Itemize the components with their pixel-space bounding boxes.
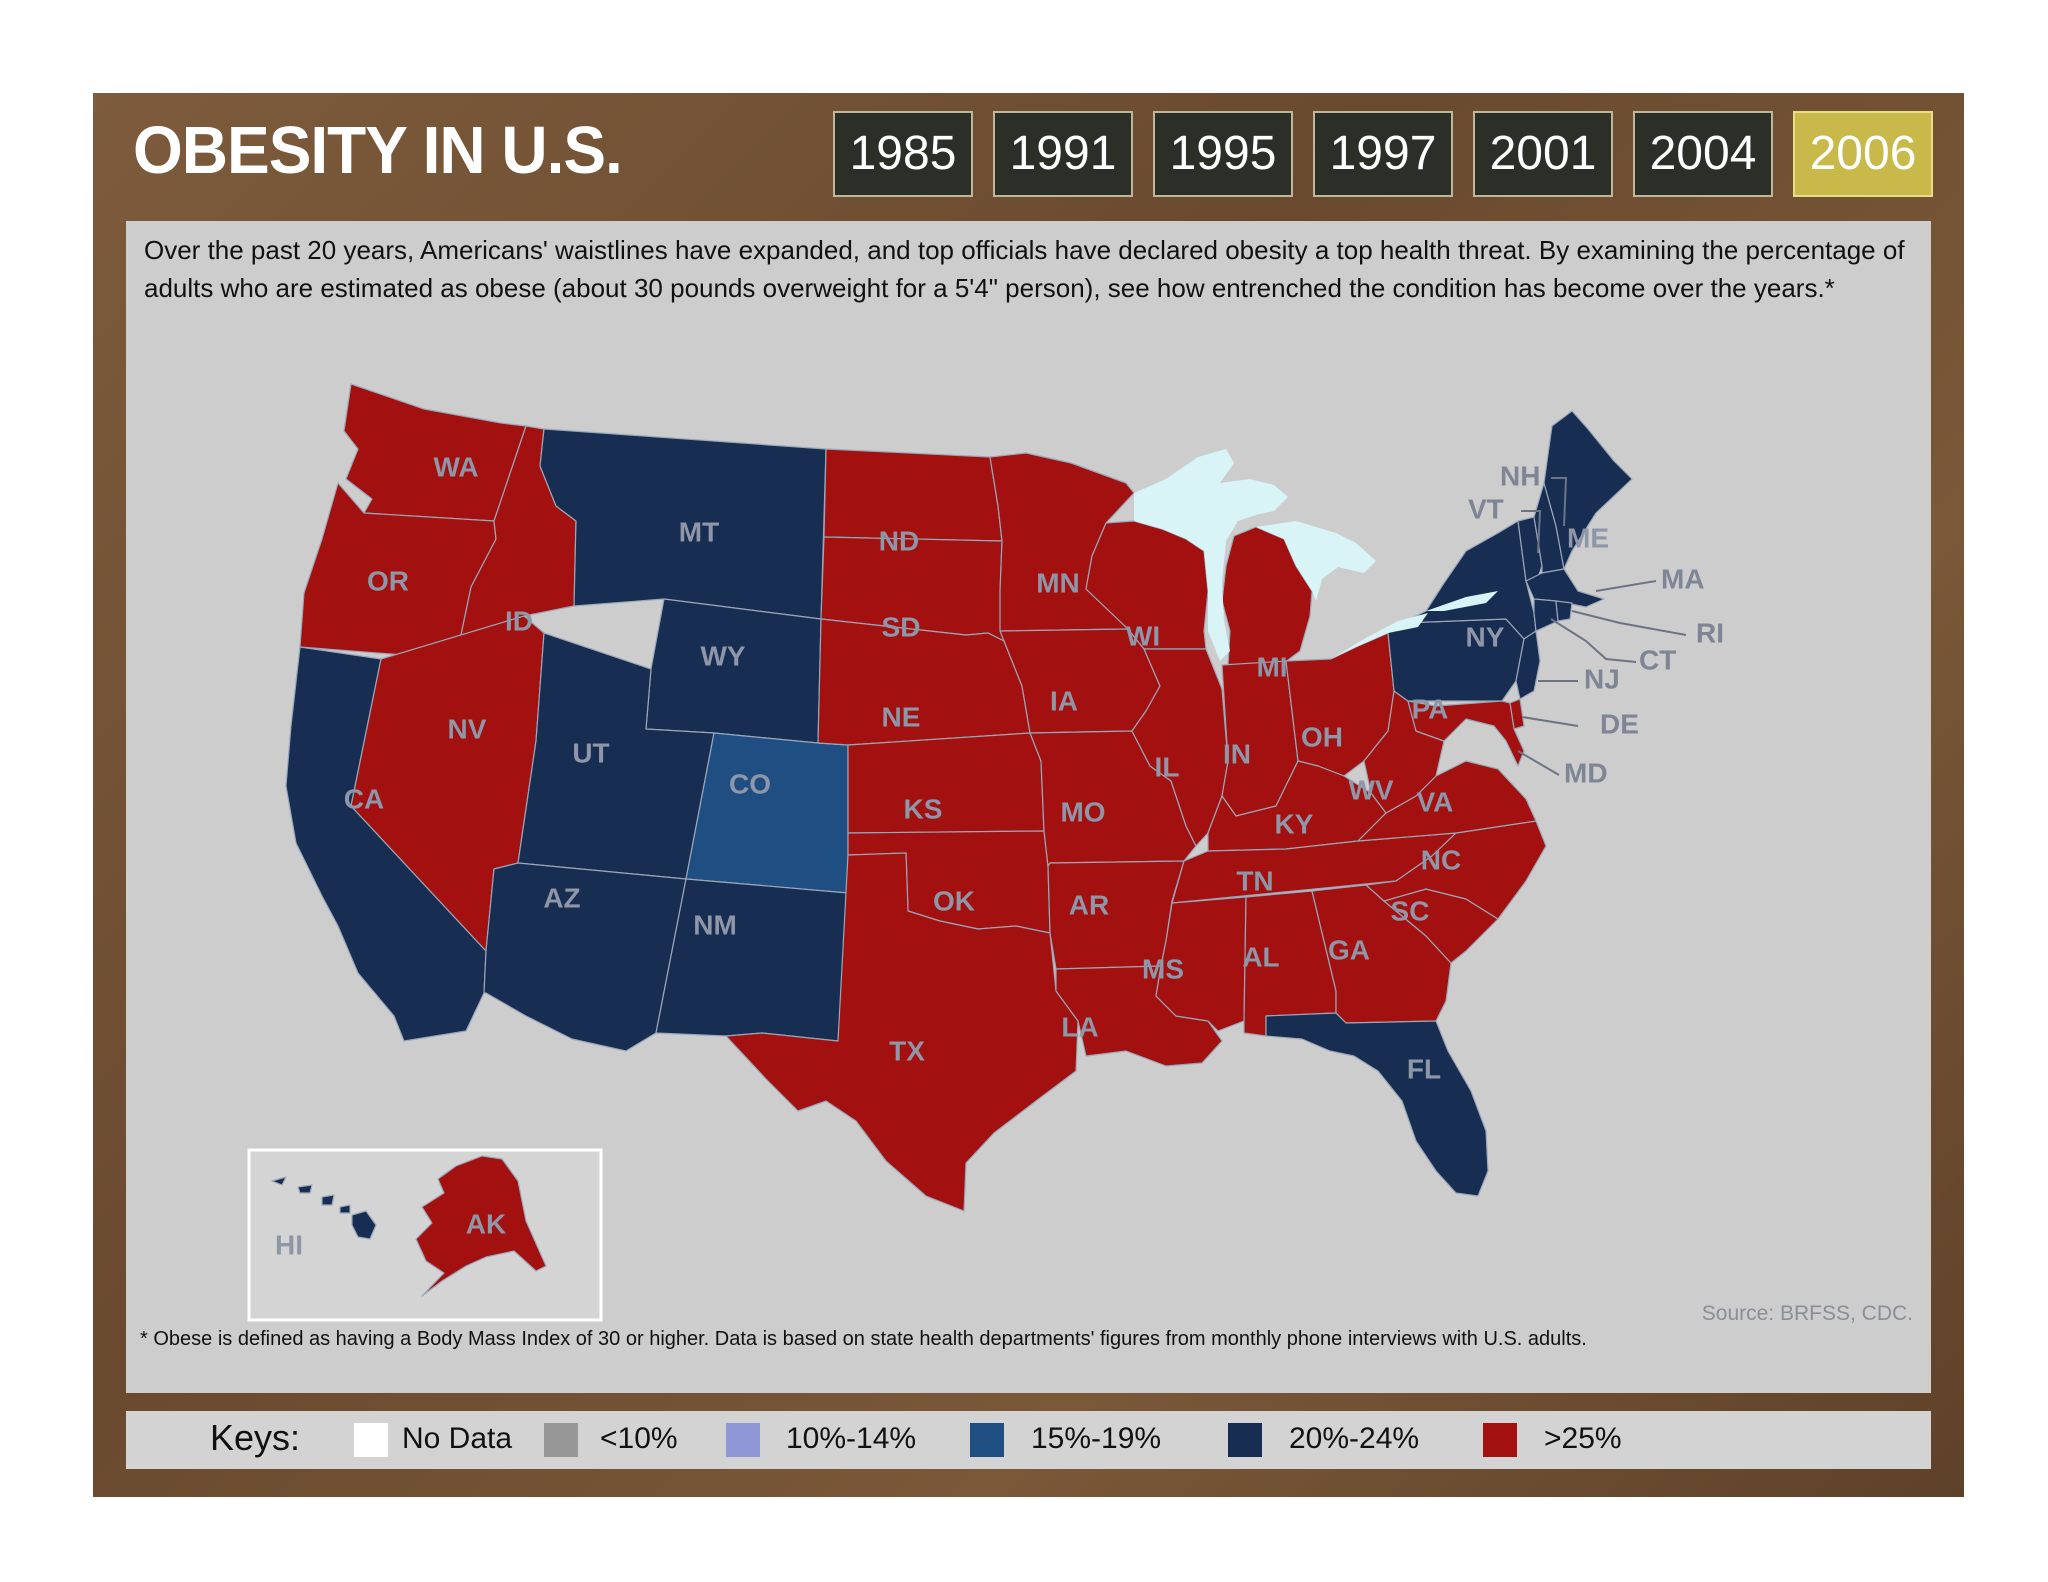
label-wi: WI xyxy=(1126,620,1160,651)
label-sd: SD xyxy=(882,611,921,642)
label-nh: NH xyxy=(1500,460,1540,491)
state-fl[interactable] xyxy=(1265,1012,1489,1197)
legend-swatch-over-25 xyxy=(1483,1423,1517,1457)
great-lakes xyxy=(1134,449,1498,661)
label-md: MD xyxy=(1564,757,1608,788)
legend-swatch-20-24 xyxy=(1228,1423,1262,1457)
label-va: VA xyxy=(1417,786,1454,817)
label-ar: AR xyxy=(1069,889,1109,920)
label-mo: MO xyxy=(1060,796,1105,827)
footnote: * Obese is defined as having a Body Mass… xyxy=(140,1328,1587,1350)
label-me: ME xyxy=(1567,522,1609,553)
state-co[interactable] xyxy=(685,732,849,894)
label-ut: UT xyxy=(572,737,609,768)
state-nc[interactable] xyxy=(1365,820,1547,920)
label-fl: FL xyxy=(1407,1053,1441,1084)
label-sc: SC xyxy=(1391,895,1430,926)
label-pa: PA xyxy=(1412,693,1449,724)
label-nc: NC xyxy=(1421,844,1461,875)
year-tab-1997[interactable]: 1997 xyxy=(1313,111,1453,197)
year-tab-2001[interactable]: 2001 xyxy=(1473,111,1613,197)
label-ne: NE xyxy=(882,701,921,732)
label-nm: NM xyxy=(693,909,737,940)
state-me[interactable] xyxy=(1543,410,1633,570)
label-tn: TN xyxy=(1236,865,1273,896)
state-ak[interactable] xyxy=(415,1155,547,1297)
label-la: LA xyxy=(1061,1011,1098,1042)
label-il: IL xyxy=(1155,751,1180,782)
label-nj: NJ xyxy=(1584,663,1620,694)
label-ks: KS xyxy=(904,793,943,824)
state-ct[interactable] xyxy=(1533,598,1559,632)
label-ct: CT xyxy=(1639,644,1676,675)
state-il[interactable] xyxy=(1131,648,1229,847)
label-ak: AK xyxy=(466,1208,506,1239)
state-tx[interactable] xyxy=(725,852,1079,1212)
label-wa: WA xyxy=(433,451,478,482)
legend-label-no-data: No Data xyxy=(402,1422,513,1455)
page-title: OBESITY IN U.S. xyxy=(133,112,623,188)
label-ga: GA xyxy=(1328,934,1370,965)
year-tab-1985[interactable]: 1985 xyxy=(833,111,973,197)
state-nm[interactable] xyxy=(655,878,849,1042)
label-ca: CA xyxy=(344,783,384,814)
label-ms: MS xyxy=(1142,953,1184,984)
year-tab-2004[interactable]: 2004 xyxy=(1633,111,1773,197)
label-nd: ND xyxy=(879,525,919,556)
label-wv: WV xyxy=(1348,774,1393,805)
label-co: CO xyxy=(729,768,771,799)
label-mi: MI xyxy=(1256,651,1287,682)
label-ny: NY xyxy=(1466,621,1505,652)
legend-swatch-no-data xyxy=(354,1423,388,1457)
label-ia: IA xyxy=(1050,685,1078,716)
state-az[interactable] xyxy=(483,862,687,1052)
year-tab-1991[interactable]: 1991 xyxy=(993,111,1133,197)
label-tx: TX xyxy=(889,1035,925,1066)
legend-label-20-24: 20%-24% xyxy=(1289,1422,1420,1455)
state-hi[interactable] xyxy=(271,1176,377,1240)
state-md[interactable] xyxy=(1407,700,1525,767)
label-ky: KY xyxy=(1275,808,1314,839)
legend: Keys: No Data <10% 10%-14% 15%-19% 20%-2… xyxy=(126,1411,1931,1469)
year-tab-2006[interactable]: 2006 xyxy=(1793,111,1933,197)
state-ks[interactable] xyxy=(847,732,1045,834)
legend-swatch-15-19 xyxy=(970,1423,1004,1457)
label-mn: MN xyxy=(1036,567,1080,598)
label-ri: RI xyxy=(1696,617,1724,648)
label-id: ID xyxy=(505,605,533,636)
us-map: WA OR CA ID NV MT WY UT CO AZ NM ND SD N… xyxy=(247,383,1724,1322)
legend-title: Keys: xyxy=(210,1417,301,1458)
label-ok: OK xyxy=(933,885,975,916)
year-tab-1995[interactable]: 1995 xyxy=(1153,111,1293,197)
label-oh: OH xyxy=(1301,721,1343,752)
legend-label-under-10: <10% xyxy=(600,1422,678,1455)
state-nj[interactable] xyxy=(1515,630,1541,700)
label-or: OR xyxy=(367,565,409,596)
label-nv: NV xyxy=(448,713,487,744)
legend-swatch-10-14 xyxy=(726,1423,760,1457)
map-panel: Over the past 20 years, Americans' waist… xyxy=(126,221,1931,1393)
legend-swatch-under-10 xyxy=(544,1423,578,1457)
legend-label-15-19: 15%-19% xyxy=(1031,1422,1162,1455)
map-frame: OBESITY IN U.S. 1985 1991 1995 1997 2001… xyxy=(93,93,1964,1497)
label-de: DE xyxy=(1600,708,1639,739)
label-in: IN xyxy=(1223,738,1251,769)
label-vt: VT xyxy=(1468,493,1504,524)
label-ma: MA xyxy=(1661,563,1705,594)
label-wy: WY xyxy=(700,640,745,671)
label-az: AZ xyxy=(543,882,580,913)
label-hi: HI xyxy=(275,1229,303,1260)
state-ne[interactable] xyxy=(817,618,1031,746)
intro-text: Over the past 20 years, Americans' waist… xyxy=(144,235,1905,303)
state-ri[interactable] xyxy=(1555,600,1573,622)
label-al: AL xyxy=(1242,941,1279,972)
legend-label-10-14: 10%-14% xyxy=(786,1422,917,1455)
legend-label-over-25: >25% xyxy=(1544,1422,1622,1455)
label-mt: MT xyxy=(679,516,719,547)
source-credit: Source: BRFSS, CDC. xyxy=(1701,1302,1913,1325)
